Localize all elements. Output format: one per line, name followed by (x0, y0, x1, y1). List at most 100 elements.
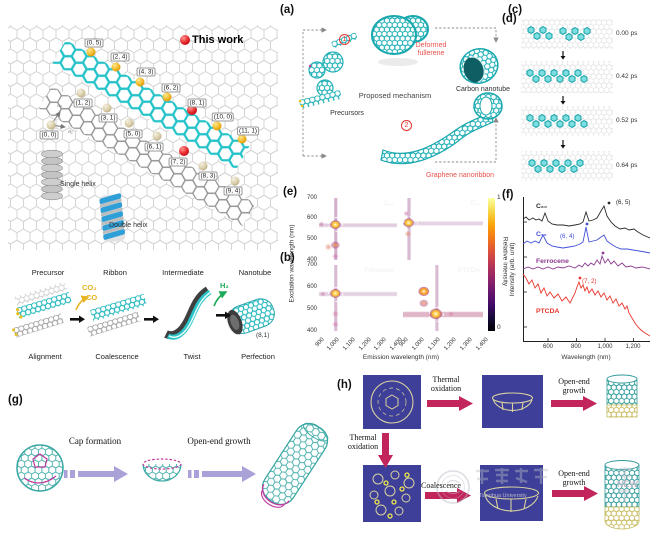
series-label-c60: C₆₀ (536, 203, 548, 210)
panel-b: (b) Precursor Ribbon Intermediate Nanotu… (4, 252, 295, 370)
chirality-dot (124, 118, 134, 128)
watermark-seal-icon (436, 467, 631, 504)
peak-label: (6, 4) (419, 206, 434, 212)
time-label-3: 0.52 ps (616, 117, 638, 124)
chirality-dot-this-work (187, 105, 197, 115)
mechanism-art (298, 15, 503, 165)
stage-label-coalescence: Coalescence (95, 352, 139, 361)
chirality-dot (212, 121, 222, 131)
open-end-growth-label: Open-end growth (187, 436, 251, 446)
panel-label-f: (f) (502, 189, 514, 201)
chirality-label: (10, 0) (211, 112, 235, 122)
carbon-nanotube-label: Carbon nanotube (455, 86, 511, 93)
deformed-fullerene-label: Deformed fullerene (415, 42, 447, 58)
series-peak-label: (6, 5) (616, 199, 631, 206)
x-tick: 800 (570, 344, 581, 350)
panel-label-d: (d) (502, 13, 517, 25)
intensity-axis-label: Intensity (arb. unit) (509, 242, 516, 297)
y-tick: 600 (306, 215, 317, 221)
md-snapshots-art (521, 19, 613, 181)
peak-label: (6, 5) (347, 281, 362, 287)
y-tick: 700 (306, 261, 317, 268)
this-work-dot-icon (180, 35, 190, 45)
thermal-oxidation-label-top: Thermal oxidation (430, 375, 462, 394)
panel-label-h: (h) (337, 379, 352, 391)
co-label: CO (86, 293, 98, 302)
panel-e: (e) Excitation wavelength (nm) C₆₀ C₇₀ F… (283, 186, 518, 365)
chirality-label: (1, 2) (73, 98, 93, 108)
single-helix-icon (41, 149, 63, 201)
double-helix-icon (99, 193, 126, 243)
chirality-dot (111, 62, 121, 72)
chirality-label: (5, 0) (123, 129, 143, 139)
wavelength-axis-label: Wavelength (nm) (561, 354, 611, 361)
peak-circle (328, 217, 343, 232)
x-tick: 1,200 (625, 344, 641, 350)
sample-label-c60: C₆₀ (383, 200, 394, 207)
chirality-dot (152, 131, 162, 141)
chirality-label: (8, 3) (198, 171, 218, 181)
y-tick: 600 (306, 283, 317, 290)
peak-circle (328, 287, 343, 302)
chirality-label: (7, 2) (168, 157, 188, 167)
chirality-label: (0, 0) (39, 130, 59, 140)
series-label-ptcda: PTCDA (536, 308, 560, 315)
stage-label-twist: Twist (183, 352, 201, 361)
chirality-dot (46, 120, 56, 130)
legend-this-work: This work (180, 34, 243, 46)
time-label-1: 0.00 ps (616, 30, 638, 37)
colorbar-min: 0 (497, 324, 501, 331)
stage-label-ribbon: Ribbon (103, 268, 127, 277)
chirality-dot (198, 161, 208, 171)
colorbar (488, 198, 495, 331)
stage-label-nanotube: Nanotube (238, 268, 272, 277)
peak-circle (429, 307, 444, 322)
precursors-label: Precursors (330, 110, 364, 117)
y-tick: 500 (306, 236, 317, 242)
series-label-ferrocene: Ferrocene (536, 258, 569, 265)
y-tick: 500 (306, 305, 317, 312)
graphene-map-art (8, 25, 278, 250)
chirality-label: (6, 2) (161, 83, 181, 93)
chirality-dot (162, 92, 172, 102)
y-tick: 400 (306, 256, 317, 263)
panel-h: (h) Thermal oxidation Thermal oxidation … (333, 371, 650, 533)
single-helix-label: Single helix (60, 181, 96, 188)
chirality-dot-this-work (179, 146, 189, 156)
x-tick: 600 (542, 344, 553, 350)
chirality-label: (8, 1) (187, 98, 207, 108)
chirality-dot (76, 88, 86, 98)
eem-map-ptcda: PTCDA (403, 265, 483, 331)
chirality-label: (2, 4) (110, 52, 130, 62)
chirality-label: (11, 1) (237, 126, 259, 136)
stage-label-precursor: Precursor (31, 268, 65, 277)
chirality-label: (0, 5) (84, 38, 104, 48)
panel-a: (a) This work (0, 5) (2, 4) (4, 3) (6, 2… (4, 4, 294, 252)
oxidation-growth-art (363, 374, 640, 530)
peak-label: (6, 5) (345, 210, 360, 216)
sample-label-ferrocene: Ferrocene (364, 267, 394, 274)
eem-map-c70: C₇₀ (403, 198, 483, 260)
chirality-label: (9, 4) (223, 186, 243, 196)
graphene-nanoribbon-label: Graphene nanoribbon (425, 172, 495, 179)
step-2-badge: 2 (401, 120, 412, 131)
chirality-dot (230, 176, 240, 186)
chirality-dot (86, 47, 96, 57)
panel-label-a: (a) (280, 4, 295, 16)
series-peak-label: (7, 2) (582, 278, 597, 285)
peak-circle (403, 216, 418, 231)
panel-label-b: (b) (280, 252, 295, 264)
thermal-oxidation-label-left: Thermal oxidation (347, 433, 379, 452)
vector-a2-label: a₂ (57, 103, 63, 109)
sample-label-ptcda: PTCDA (457, 267, 480, 274)
series-label-c70: C₇₀ (536, 231, 547, 238)
open-end-growth-label-top: Open-end growth (558, 377, 590, 396)
chirality-label: (4, 3) (136, 67, 156, 77)
chirality-dot (135, 77, 145, 87)
watermark-badge: NEW (617, 479, 638, 489)
panel-label-e: (e) (283, 186, 298, 198)
panel-label-c: (c) (508, 4, 523, 16)
panel-label-g: (g) (8, 394, 23, 406)
emission-axis-label: Emission wavelength (nm) (362, 354, 440, 361)
